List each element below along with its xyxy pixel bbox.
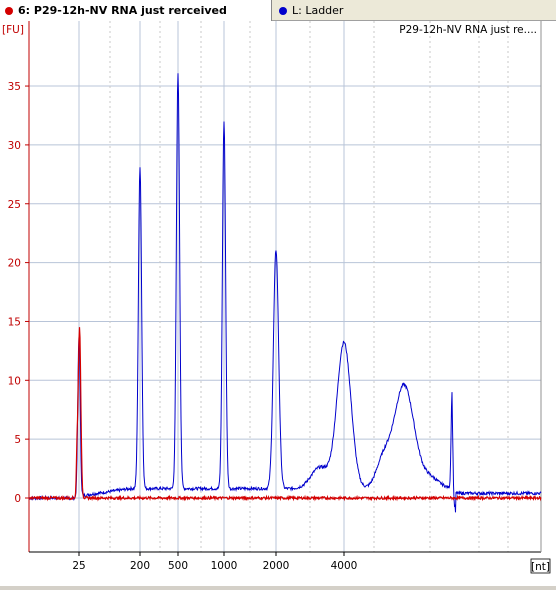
- electropherogram-chart: 0 5 10 15 20 25 30 35 25 200 500 1000 2000 4000 P29-1…: [0, 21, 556, 586]
- electropherogram-panel: 0 5 10 15 20 25 30 35 25 200 500 1000 2000 4000 P29-1…: [0, 21, 556, 586]
- x-tick-label: 500: [168, 560, 188, 572]
- tab-sample[interactable]: 6: P29-12h-NV RNA just rerceived: [0, 0, 272, 21]
- x-axis-label-box: [nt]: [531, 559, 550, 573]
- tab-sample-label: 6: P29-12h-NV RNA just rerceived: [18, 4, 227, 17]
- blue-dot-icon: [279, 7, 287, 15]
- chart-title: P29-12h-NV RNA just re....: [399, 24, 537, 36]
- y-axis-label: [FU]: [2, 24, 24, 36]
- x-tick-label: 1000: [211, 560, 238, 572]
- plot-frame: [29, 21, 541, 552]
- tab-ladder-label: L: Ladder: [292, 4, 343, 17]
- tab-ladder[interactable]: L: Ladder: [273, 0, 556, 21]
- x-tick-label: 2000: [263, 560, 290, 572]
- red-dot-icon: [5, 7, 13, 15]
- y-tick-label: 10: [8, 375, 21, 387]
- y-tick-label: 5: [14, 434, 21, 446]
- y-tick-label: 15: [8, 316, 21, 328]
- x-tick-label: 4000: [331, 560, 358, 572]
- x-axis-label: [nt]: [531, 561, 550, 573]
- y-tick-label: 25: [8, 199, 21, 211]
- y-tick-label: 0: [14, 493, 21, 505]
- y-tick-label: 20: [8, 258, 21, 270]
- y-tick-label: 35: [8, 81, 21, 93]
- x-tick-label: 200: [130, 560, 150, 572]
- tab-bar: 6: P29-12h-NV RNA just rerceived L: Ladd…: [0, 0, 556, 21]
- y-tick-label: 30: [8, 140, 21, 152]
- x-tick-label: 25: [72, 560, 85, 572]
